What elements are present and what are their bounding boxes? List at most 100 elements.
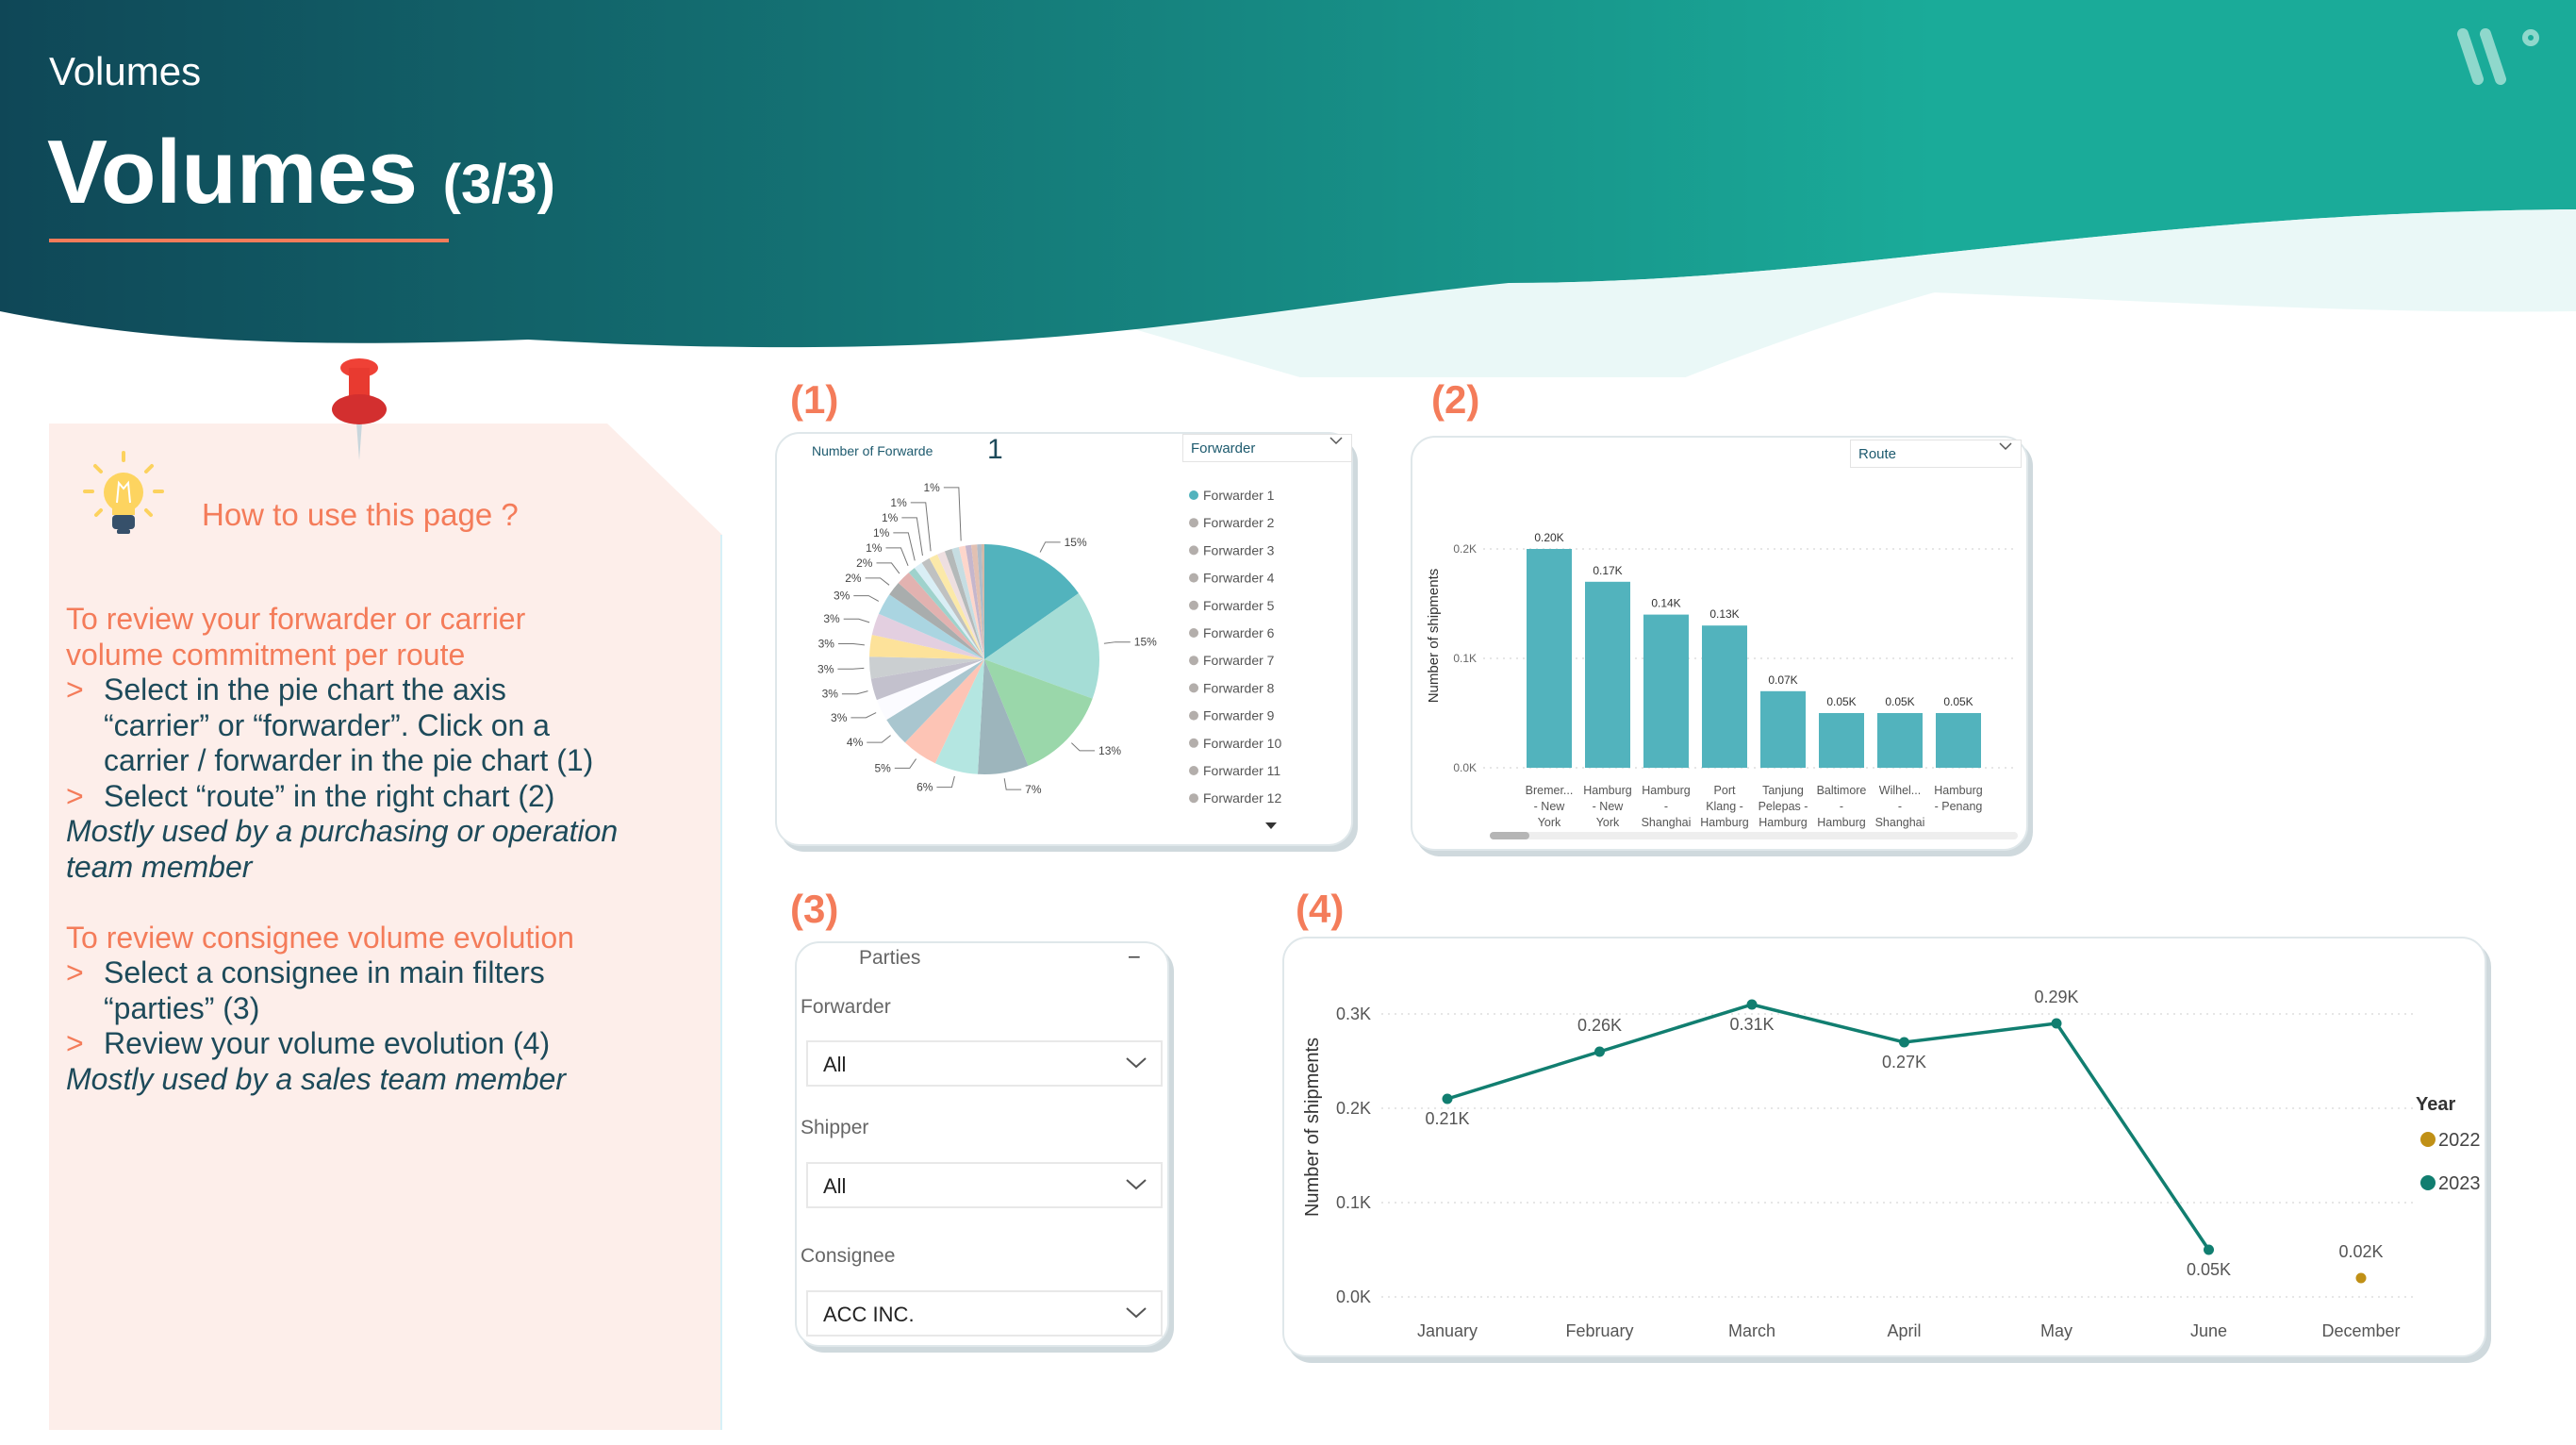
y-axis-title: Number of shipments: [1302, 1038, 1323, 1217]
pie-data-label: 2%: [856, 556, 873, 570]
pie-chart-card: 15% 15% 13% 7% 6% 5% 4% 3% 3% 3% 3% 3% 3% 2% 2% 1% 1% 1% 1…: [775, 432, 1353, 846]
audience-note: team member: [66, 849, 253, 884]
leader-line: [1103, 641, 1131, 644]
bar: [1702, 625, 1747, 768]
line-data-label: 0.26K: [1577, 1016, 1622, 1035]
line-data-label: 0.31K: [1729, 1015, 1774, 1034]
pie-data-label: 4%: [847, 736, 864, 749]
pie-data-label: 1%: [866, 541, 883, 555]
x-tick-label: Shanghai: [1642, 816, 1692, 829]
legend-marker: [1189, 628, 1198, 638]
legend-item: Forwarder 9: [1203, 708, 1275, 723]
y-tick-label: 0.0K: [1453, 761, 1477, 774]
axis-dropdown-route[interactable]: Route: [1850, 440, 2022, 468]
label-bar-chart: (2): [1431, 377, 1480, 422]
leader-line: [853, 595, 880, 602]
legend-marker: [1189, 573, 1198, 583]
leader-line: [867, 735, 891, 743]
bullet-line: > Select in the pie chart the axis: [66, 673, 726, 708]
scrollbar-track: [1490, 832, 2018, 839]
guide-instructions: To review your forwarder or carrier volum…: [66, 602, 726, 1097]
legend-marker: [1189, 490, 1198, 500]
pie-slice: [965, 544, 984, 659]
x-tick-label: -: [1664, 800, 1668, 813]
pie-data-label: 3%: [817, 662, 834, 675]
scroll-down-icon[interactable]: [1265, 822, 1277, 829]
x-tick-label: York: [1596, 816, 1620, 829]
data-point: [1746, 999, 1758, 1010]
consignee-dropdown[interactable]: ACC INC.: [806, 1290, 1163, 1337]
pie-data-label: 3%: [822, 688, 839, 701]
line-chart-card: 0.0K 0.1K 0.2K 0.3K Number of shipments Janua…: [1282, 937, 2486, 1357]
x-tick-label: -: [1840, 800, 1843, 813]
bar-data-label: 0.13K: [1709, 607, 1739, 621]
legend-marker: [1189, 518, 1198, 528]
leader-line: [1039, 541, 1061, 553]
breadcrumb: Volumes: [49, 49, 202, 93]
x-tick-label: Port: [1714, 784, 1736, 797]
bar-data-label: 0.17K: [1593, 564, 1622, 577]
bullet-marker: >: [66, 778, 84, 813]
forwarder-dropdown[interactable]: All: [806, 1040, 1163, 1087]
filter-title: Parties: [859, 947, 921, 969]
chevron-down-icon: [1126, 1057, 1147, 1069]
line-data-label: 0.05K: [2187, 1260, 2231, 1279]
spacer: [66, 885, 726, 921]
legend-item: Forwarder 12: [1203, 790, 1281, 806]
chevron-down-icon: [1329, 437, 1343, 445]
leader-line: [936, 775, 955, 789]
legend-item: Forwarder 10: [1203, 736, 1281, 751]
pie-data-label: 7%: [1025, 783, 1042, 796]
x-tick-label: - Penang: [1935, 800, 1983, 813]
axis-dropdown-value: Forwarder: [1191, 440, 1256, 457]
y-tick-label: 0.0K: [1336, 1287, 1371, 1306]
legend-marker: [2420, 1175, 2436, 1190]
leader-line: [876, 562, 900, 574]
data-point: [1899, 1037, 1909, 1048]
bullet-line: > Select a consignee in main filters: [66, 955, 726, 991]
legend-item: Forwarder 6: [1203, 625, 1275, 640]
x-tick-label: January: [1417, 1321, 1478, 1340]
pie-slice: [981, 544, 984, 659]
x-tick-label: June: [2190, 1321, 2227, 1340]
guide-heading: How to use this page ?: [202, 497, 519, 532]
bullet-text: Select “route” in the right chart (2): [104, 778, 555, 813]
filter-label-forwarder: Forwarder: [801, 996, 891, 1018]
leader-line: [1071, 742, 1096, 752]
axis-dropdown-value: Route: [1858, 446, 1897, 462]
y-tick-label: 0.3K: [1336, 1005, 1371, 1023]
pushpin-icon: [332, 358, 387, 460]
pie-data-label: 15%: [1065, 536, 1087, 549]
shipper-dropdown[interactable]: All: [806, 1162, 1163, 1208]
legend-item: Forwarder 2: [1203, 515, 1275, 530]
pie-slice: [889, 582, 984, 659]
x-tick-label: April: [1887, 1321, 1921, 1340]
bar-data-label: 0.14K: [1651, 597, 1680, 610]
bar: [1643, 614, 1689, 768]
parties-filter-card: Parties – Forwarder All Shipper All Cons…: [795, 941, 1169, 1347]
pie-slice: [984, 659, 1093, 766]
pie-data-label: 6%: [916, 781, 933, 794]
pie-data-label: 15%: [1134, 636, 1157, 649]
audience-note: Mostly used by a sales team member: [66, 1061, 566, 1096]
leader-line: [843, 618, 870, 623]
collapse-button[interactable]: –: [1129, 945, 1140, 967]
bullet-text: “carrier” or “forwarder”. Click on a: [104, 707, 550, 742]
scrollbar-thumb[interactable]: [1490, 832, 1529, 839]
bar: [1585, 581, 1630, 768]
data-point: [2051, 1018, 2062, 1029]
x-tick-label: Tanjung: [1762, 784, 1804, 797]
axis-dropdown-forwarder[interactable]: Forwarder: [1182, 434, 1352, 462]
bar-chart-card: 0.0K 0.1K 0.2K Number of shipments 0.20K Brem…: [1411, 436, 2028, 851]
line-data-label: 0.02K: [2338, 1242, 2383, 1261]
legend-item: Forwarder 7: [1203, 653, 1275, 668]
data-point: [2204, 1244, 2214, 1255]
pie-slice: [984, 593, 1099, 699]
bar: [1819, 713, 1864, 768]
data-point: [1442, 1093, 1453, 1105]
leader-line: [893, 532, 916, 561]
title-underline: [49, 239, 449, 242]
x-tick-label: Baltimore: [1817, 784, 1867, 797]
pie-slice: [908, 568, 984, 659]
x-tick-label: - New: [1534, 800, 1566, 813]
